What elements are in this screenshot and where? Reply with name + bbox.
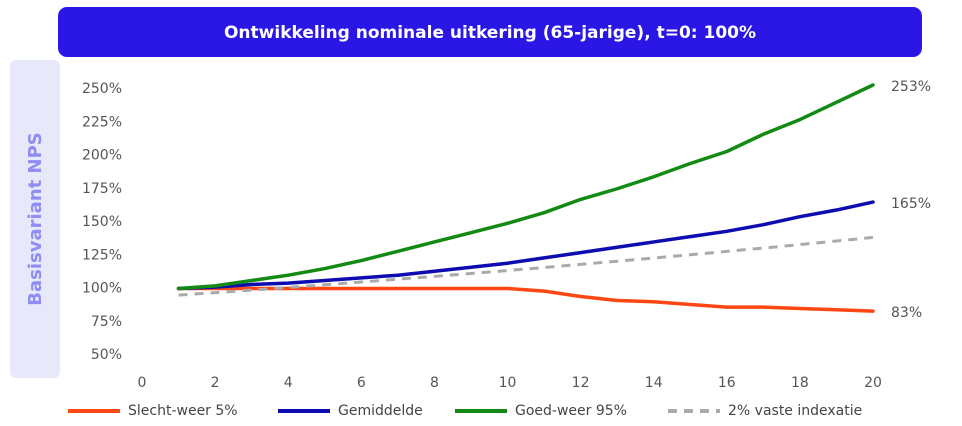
y-tick-label: 100%: [82, 281, 122, 297]
legend-label: Slecht-weer 5%: [128, 403, 238, 419]
legend-label: Gemiddelde: [338, 403, 423, 419]
x-tick-label: 4: [284, 375, 293, 391]
y-tick-label: 250%: [82, 81, 122, 97]
side-label-box: [10, 60, 60, 378]
end-label: 165%: [891, 196, 931, 212]
series-line: [176, 83, 875, 291]
series-line: [176, 200, 875, 291]
x-tick-label: 12: [572, 375, 590, 391]
title-bar: [58, 7, 922, 57]
x-tick-label: 18: [791, 375, 809, 391]
x-tick-label: 0: [138, 375, 147, 391]
x-tick-label: 8: [430, 375, 439, 391]
y-tick-label: 125%: [82, 247, 122, 263]
end-label: 253%: [891, 79, 931, 95]
y-tick-label: 50%: [91, 347, 122, 363]
y-tick-label: 200%: [82, 148, 122, 164]
chart-title: Ontwikkeling nominale uitkering (65-jari…: [224, 23, 756, 43]
series-line: [176, 286, 875, 313]
x-tick-label: 14: [645, 375, 663, 391]
x-tick-label: 2: [211, 375, 220, 391]
y-tick-label: 150%: [82, 214, 122, 230]
x-tick-label: 16: [718, 375, 736, 391]
y-tick-label: 225%: [82, 114, 122, 130]
y-tick-label: 75%: [91, 314, 122, 330]
x-tick-label: 20: [864, 375, 882, 391]
series-line: [178, 235, 874, 297]
side-label: Basisvariant NPS: [25, 132, 46, 305]
end-label: 83%: [891, 305, 922, 321]
legend-label: Goed-weer 95%: [515, 403, 627, 419]
legend-label: 2% vaste indexatie: [728, 403, 862, 419]
x-tick-label: 10: [499, 375, 517, 391]
x-tick-label: 6: [357, 375, 366, 391]
y-tick-label: 175%: [82, 181, 122, 197]
